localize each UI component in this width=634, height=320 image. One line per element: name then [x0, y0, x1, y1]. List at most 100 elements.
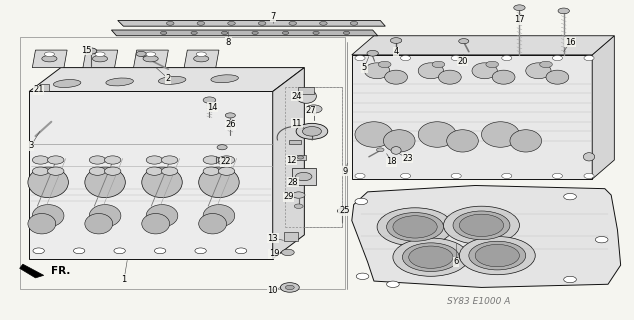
Ellipse shape: [306, 105, 322, 113]
Ellipse shape: [48, 167, 64, 175]
Ellipse shape: [365, 63, 390, 79]
Ellipse shape: [162, 167, 178, 175]
Ellipse shape: [294, 204, 303, 208]
Text: 18: 18: [386, 157, 397, 166]
Ellipse shape: [162, 156, 178, 164]
Ellipse shape: [28, 213, 56, 234]
Text: FR.: FR.: [51, 266, 70, 276]
Text: 21: 21: [34, 85, 44, 94]
Ellipse shape: [510, 130, 541, 152]
Text: 29: 29: [283, 192, 294, 201]
Ellipse shape: [198, 167, 239, 197]
Ellipse shape: [355, 55, 365, 60]
Ellipse shape: [217, 145, 227, 150]
Polygon shape: [134, 50, 169, 68]
Ellipse shape: [401, 55, 411, 60]
Ellipse shape: [472, 63, 497, 79]
Ellipse shape: [143, 55, 158, 62]
Polygon shape: [112, 30, 378, 36]
Ellipse shape: [453, 211, 510, 240]
Text: 20: 20: [457, 57, 468, 66]
Text: SY83 E1000 A: SY83 E1000 A: [446, 297, 510, 306]
Ellipse shape: [385, 70, 408, 84]
Text: 27: 27: [306, 106, 316, 115]
Ellipse shape: [142, 167, 182, 197]
Ellipse shape: [451, 173, 462, 179]
Polygon shape: [592, 36, 614, 179]
Text: 6: 6: [453, 258, 459, 267]
Ellipse shape: [295, 172, 312, 181]
Ellipse shape: [439, 70, 462, 84]
Ellipse shape: [95, 52, 105, 56]
Ellipse shape: [258, 21, 266, 25]
Text: 11: 11: [292, 119, 302, 128]
Ellipse shape: [281, 249, 294, 256]
Ellipse shape: [401, 173, 411, 179]
Ellipse shape: [203, 156, 219, 164]
Ellipse shape: [526, 63, 551, 79]
Polygon shape: [118, 20, 385, 26]
Text: 12: 12: [287, 156, 297, 164]
Polygon shape: [29, 68, 304, 92]
Ellipse shape: [167, 21, 174, 25]
Ellipse shape: [367, 50, 378, 56]
Text: 3: 3: [29, 141, 34, 150]
Ellipse shape: [350, 21, 358, 25]
Ellipse shape: [218, 161, 226, 164]
Ellipse shape: [42, 55, 57, 62]
Ellipse shape: [387, 281, 399, 287]
Ellipse shape: [191, 31, 197, 35]
Ellipse shape: [514, 5, 525, 11]
Ellipse shape: [451, 55, 462, 60]
Polygon shape: [352, 55, 592, 179]
Ellipse shape: [53, 80, 81, 87]
Ellipse shape: [85, 167, 126, 197]
Ellipse shape: [33, 248, 44, 254]
Ellipse shape: [89, 204, 121, 227]
Ellipse shape: [459, 39, 469, 44]
Ellipse shape: [583, 153, 595, 161]
Polygon shape: [29, 92, 273, 259]
Ellipse shape: [356, 273, 369, 279]
Ellipse shape: [344, 31, 350, 35]
Bar: [289, 140, 301, 144]
Text: 25: 25: [339, 206, 349, 215]
Ellipse shape: [211, 75, 238, 83]
Ellipse shape: [302, 126, 321, 136]
Ellipse shape: [393, 238, 469, 276]
Ellipse shape: [297, 156, 304, 159]
Ellipse shape: [558, 8, 569, 14]
Polygon shape: [273, 68, 304, 259]
Text: 13: 13: [268, 234, 278, 243]
Ellipse shape: [377, 148, 384, 152]
Ellipse shape: [393, 216, 437, 238]
Ellipse shape: [203, 97, 216, 103]
Ellipse shape: [447, 130, 478, 152]
Ellipse shape: [105, 156, 121, 164]
Ellipse shape: [136, 51, 146, 56]
Text: 23: 23: [402, 154, 413, 163]
Text: 5: 5: [362, 63, 367, 72]
Ellipse shape: [252, 31, 258, 35]
Ellipse shape: [89, 167, 106, 175]
Ellipse shape: [481, 122, 519, 147]
Bar: [295, 155, 306, 160]
Ellipse shape: [32, 167, 49, 175]
Ellipse shape: [198, 213, 226, 234]
Ellipse shape: [196, 52, 206, 56]
Bar: [298, 87, 314, 94]
Ellipse shape: [85, 213, 113, 234]
Ellipse shape: [418, 122, 456, 147]
Polygon shape: [20, 264, 44, 278]
Text: 19: 19: [269, 250, 279, 259]
Polygon shape: [352, 36, 614, 55]
Ellipse shape: [540, 61, 552, 68]
Ellipse shape: [296, 89, 316, 103]
Ellipse shape: [221, 31, 228, 35]
Ellipse shape: [391, 38, 402, 44]
Ellipse shape: [195, 248, 206, 254]
Text: 1: 1: [122, 275, 127, 284]
Ellipse shape: [296, 123, 328, 139]
Ellipse shape: [546, 70, 569, 84]
Ellipse shape: [444, 206, 519, 244]
